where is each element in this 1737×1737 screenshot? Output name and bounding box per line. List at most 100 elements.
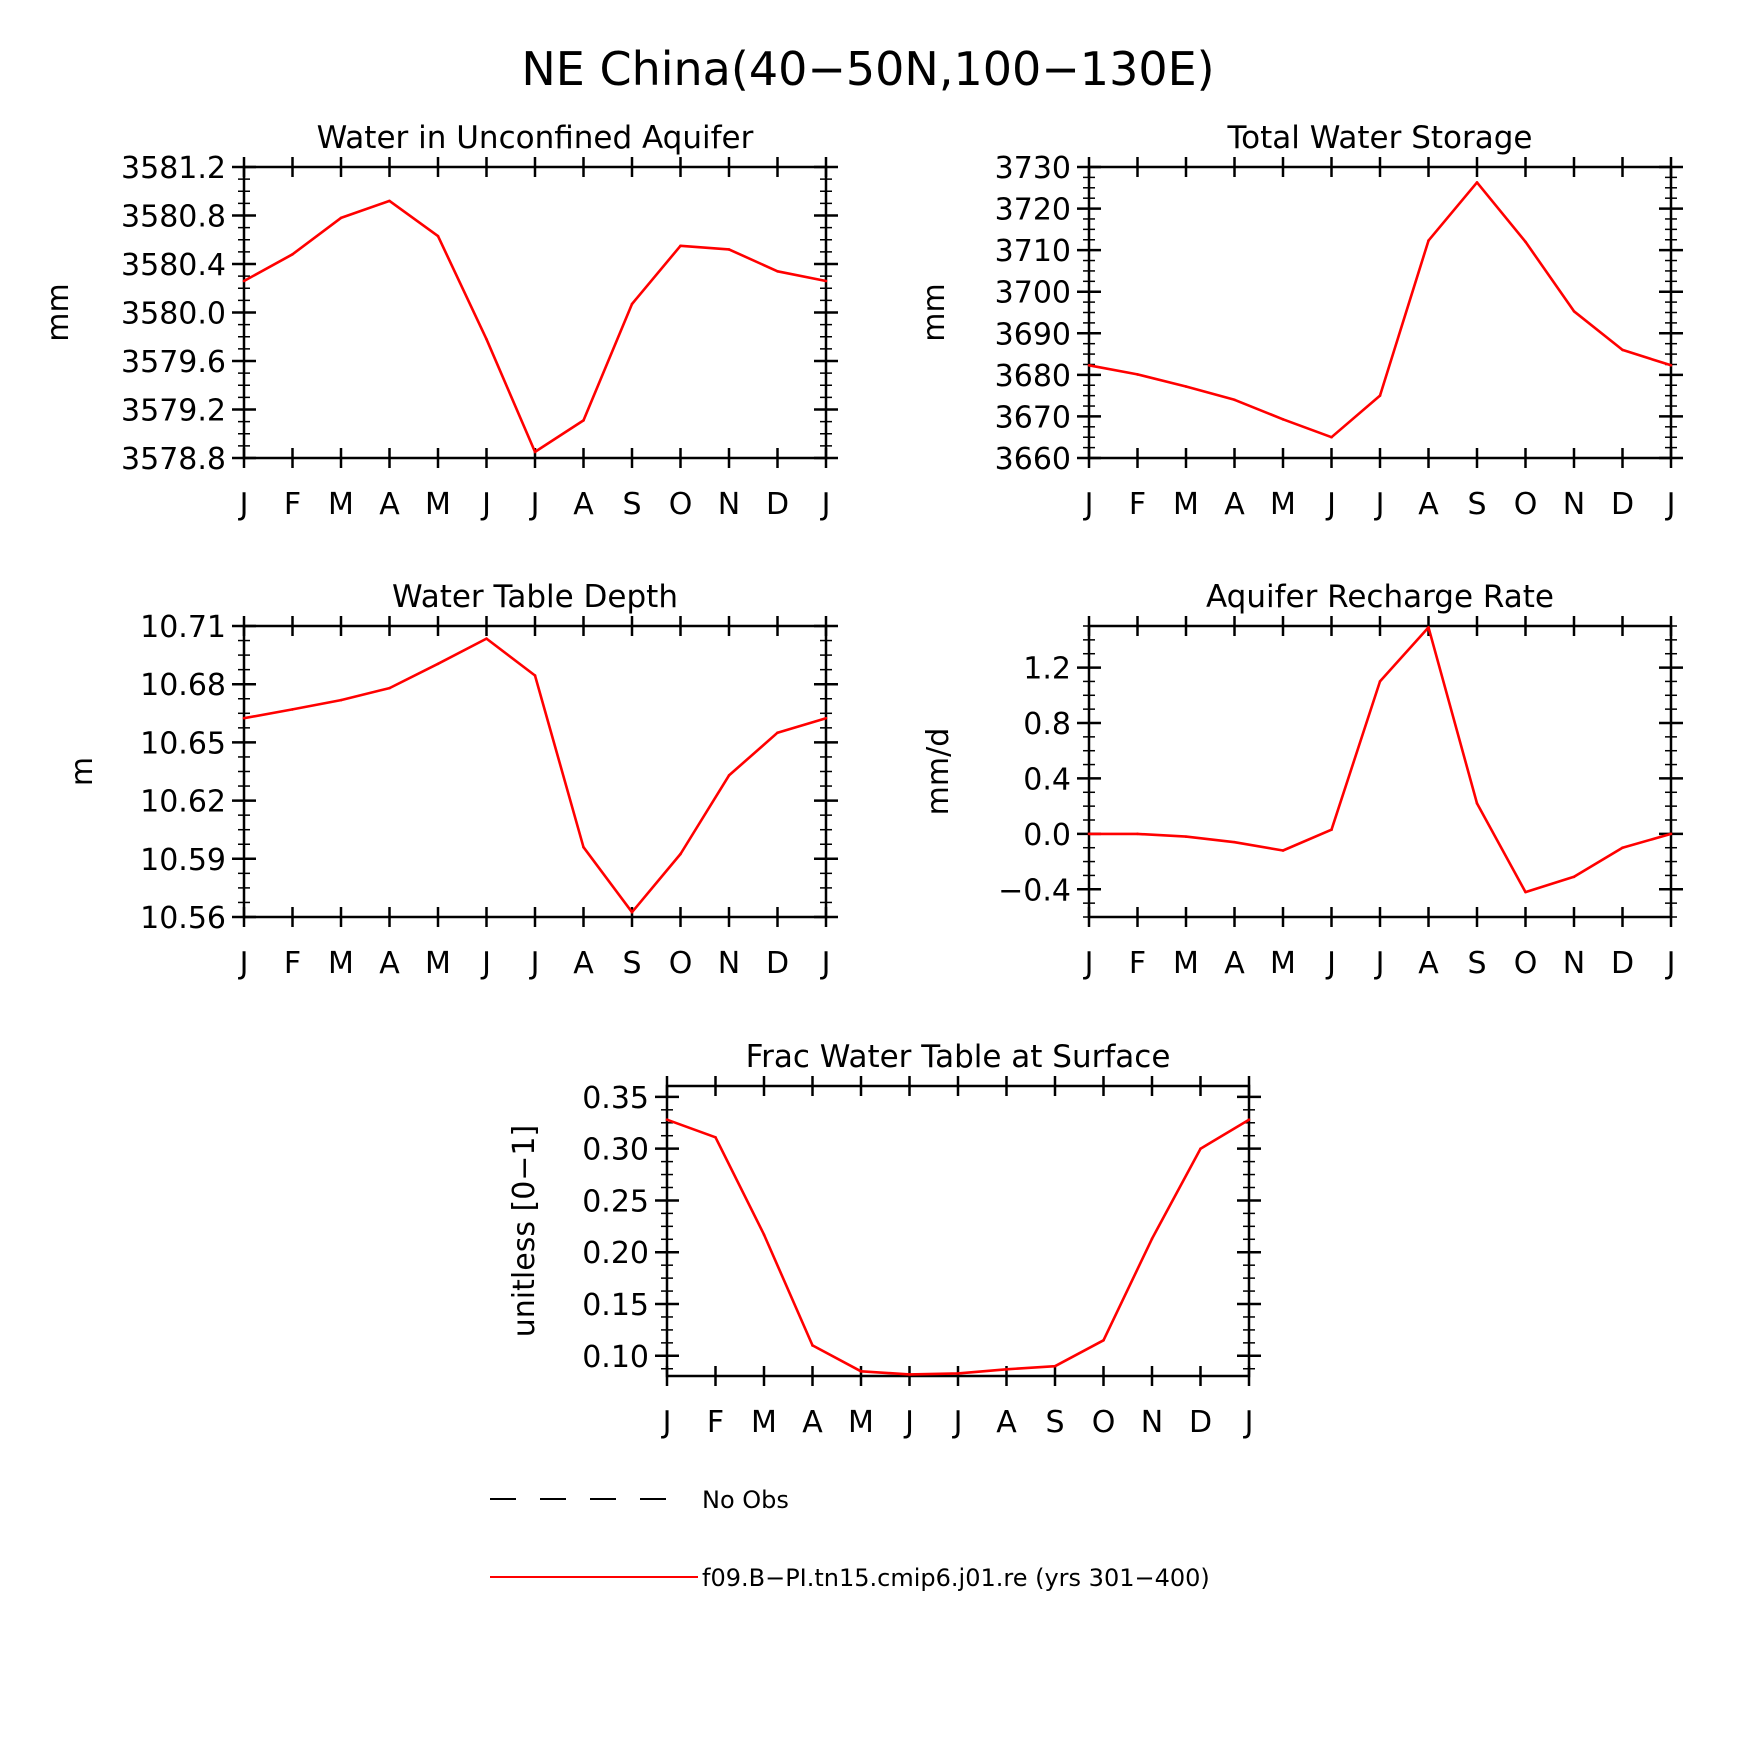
x-tick-label: M [1173, 487, 1199, 522]
data-point [339, 698, 343, 702]
data-point [582, 419, 585, 422]
data-point [1621, 846, 1624, 850]
y-tick-label: 10.65 [140, 726, 226, 761]
x-tick-label: J [1325, 487, 1336, 522]
data-point [1378, 680, 1382, 683]
x-tick-label: M [1270, 946, 1296, 981]
data-point [714, 1135, 717, 1139]
x-tick-label: O [1514, 487, 1538, 522]
x-tick-label: D [766, 487, 789, 522]
data-point [485, 637, 488, 640]
x-tick-label: N [718, 487, 740, 522]
data-point [1621, 348, 1624, 352]
plot-frame [242, 165, 828, 460]
y-tick-label: 3690 [995, 317, 1071, 352]
plot-frame [1087, 165, 1673, 460]
data-point [533, 674, 537, 677]
x-tick-label: F [1129, 946, 1146, 981]
data-point [1669, 832, 1673, 836]
y-tick-label: 3580.4 [121, 248, 226, 283]
x-tick-label: O [669, 946, 693, 981]
data-point [859, 1370, 863, 1373]
x-tick-label: M [848, 1405, 874, 1440]
y-tick-label: 0.4 [1023, 762, 1071, 797]
y-tick-label: 3579.6 [121, 345, 226, 380]
data-point [1330, 828, 1333, 831]
y-tick-label: 3710 [995, 234, 1071, 269]
data-point [1475, 181, 1479, 184]
x-tick-label: A [379, 946, 400, 981]
data-point [1427, 626, 1430, 629]
data-point [1572, 309, 1576, 313]
y-tick-label: 3720 [995, 193, 1071, 228]
panel-title: Water Table Depth [392, 579, 678, 615]
data-point [1233, 398, 1236, 402]
data-point [908, 1373, 911, 1376]
x-tick-label: J [1665, 946, 1676, 981]
x-tick-label: A [1418, 946, 1439, 981]
x-tick-label: S [1467, 487, 1486, 522]
legend-no-obs-label: No Obs [702, 1486, 789, 1514]
x-tick-label: A [1418, 487, 1439, 522]
x-tick-label: D [1611, 946, 1634, 981]
y-tick-label: 3581.2 [121, 151, 226, 186]
y-tick-label: 0.30 [582, 1133, 649, 1168]
data-point [1281, 418, 1285, 421]
data-point [1233, 840, 1236, 844]
y-tick-label: 3670 [995, 400, 1071, 435]
x-tick-label: M [1173, 946, 1199, 981]
data-point [762, 1233, 766, 1236]
x-tick-label: J [952, 1405, 963, 1440]
x-tick-label: J [480, 946, 491, 981]
x-tick-label: F [284, 487, 301, 522]
x-tick-label: N [718, 946, 740, 981]
y-tick-label: 3578.8 [121, 442, 226, 477]
x-tick-label: J [238, 487, 249, 522]
series-line [243, 199, 827, 454]
data-point [1184, 385, 1188, 388]
x-tick-label: M [328, 946, 354, 981]
data-point [956, 1372, 960, 1375]
x-tick-label: J [529, 946, 540, 981]
x-tick-label: S [1045, 1405, 1064, 1440]
x-tick-label: N [1141, 1405, 1163, 1440]
y-tick-label: 3700 [995, 276, 1071, 311]
data-point [811, 1344, 814, 1347]
data-point [388, 199, 391, 203]
data-point [291, 708, 294, 711]
x-tick-label: O [1092, 1405, 1116, 1440]
x-tick-label: D [766, 946, 789, 981]
y-tick-label: 10.68 [140, 668, 226, 703]
series-line [243, 637, 827, 914]
legend-model-label: f09.B−PI.tn15.cmip6.j01.re (yrs 301−400) [702, 1564, 1210, 1592]
plot-frame [242, 624, 828, 919]
y-tick-label: 0.8 [1023, 707, 1071, 742]
x-tick-label: S [622, 487, 641, 522]
panel-title: Aquifer Recharge Rate [1206, 579, 1554, 615]
y-tick-label: 10.56 [140, 901, 226, 936]
y-tick-label: 0.25 [582, 1184, 649, 1219]
data-point [291, 253, 294, 256]
data-point [436, 234, 440, 238]
y-axis-label: mm/d [921, 728, 956, 816]
y-tick-label: −0.4 [998, 873, 1071, 908]
y-tick-label: 3730 [995, 151, 1071, 186]
data-point [824, 716, 828, 720]
y-axis-label: m [65, 757, 100, 786]
data-point [1087, 363, 1091, 367]
data-point [679, 852, 682, 856]
x-tick-label: J [1083, 487, 1094, 522]
data-point [1150, 1237, 1154, 1241]
x-tick-label: M [328, 487, 354, 522]
x-tick-label: J [820, 487, 831, 522]
data-point [1330, 435, 1333, 439]
x-tick-label: M [425, 487, 451, 522]
y-tick-label: 1.2 [1023, 652, 1071, 687]
data-point [1199, 1147, 1202, 1150]
y-tick-label: 10.62 [140, 785, 226, 820]
plot-frame [665, 1084, 1251, 1378]
